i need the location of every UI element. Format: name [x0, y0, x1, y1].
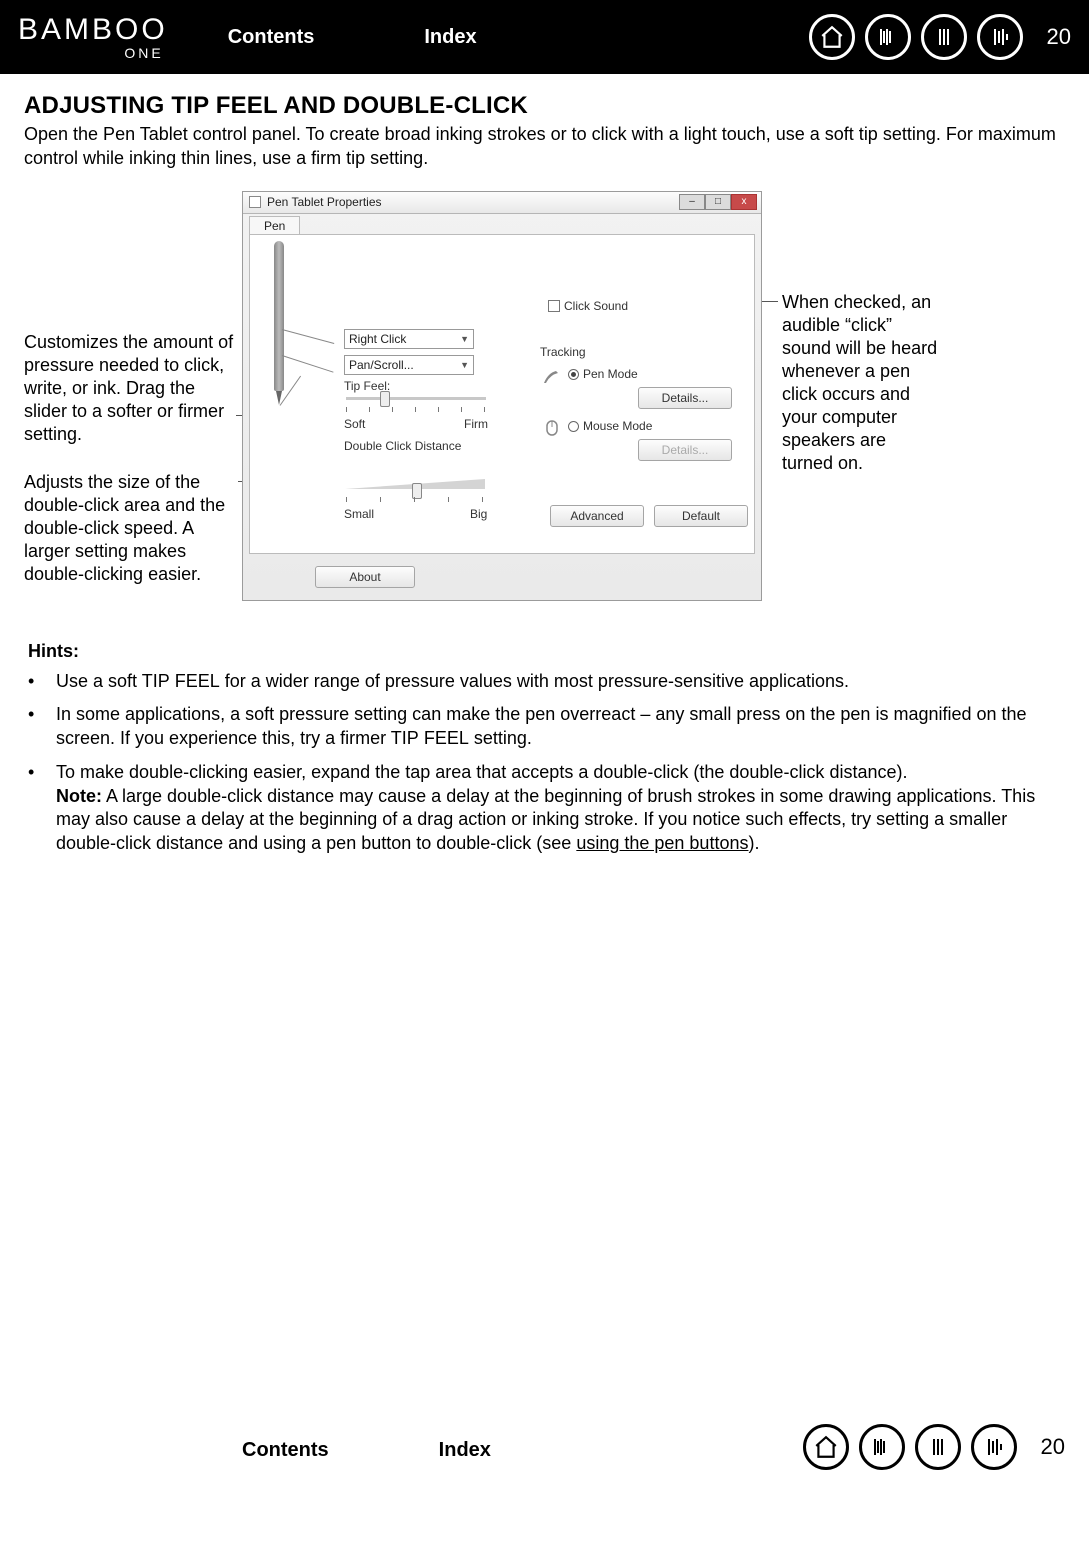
hints-title: Hints:: [28, 641, 1061, 662]
contents-link[interactable]: Contents: [228, 26, 315, 49]
callout-clicksound: When checked, an audible “click” sound w…: [782, 291, 942, 475]
tipfeel-soft: Soft: [344, 417, 365, 431]
logo: BAMBOO ONE: [18, 13, 168, 61]
minimize-button[interactable]: –: [679, 194, 705, 210]
dblclick-big: Big: [470, 507, 487, 521]
mouse-mode-radio[interactable]: [568, 421, 579, 432]
page-number-bottom: 20: [1041, 1434, 1065, 1460]
dblclick-ticks: [346, 497, 496, 503]
next-page-icon[interactable]: [977, 14, 1023, 60]
prev-page-icon[interactable]: [915, 1424, 961, 1470]
pen-mode-label: Pen Mode: [583, 367, 638, 381]
home-icon[interactable]: [803, 1424, 849, 1470]
footer-bar: Contents Index 20: [0, 1416, 1089, 1486]
app-icon: [249, 196, 261, 208]
nav-icons: 20: [809, 14, 1071, 60]
close-button[interactable]: x: [731, 194, 757, 210]
pen-mode-icon: [542, 369, 560, 383]
figure-area: Customizes the amount of pressure needed…: [24, 191, 1065, 631]
about-button[interactable]: About: [315, 566, 415, 588]
tracking-label: Tracking: [540, 345, 586, 359]
pen-image: [268, 241, 290, 411]
header-bar: BAMBOO ONE Contents Index 20: [0, 0, 1089, 74]
note-label: Note:: [56, 786, 102, 806]
advanced-button[interactable]: Advanced: [550, 505, 644, 527]
index-link[interactable]: Index: [424, 26, 476, 49]
dblclick-small: Small: [344, 507, 374, 521]
hint-2: • In some applications, a soft pressure …: [28, 703, 1061, 751]
tipfeel-ticks: [346, 407, 496, 413]
pen-details-button[interactable]: Details...: [638, 387, 732, 409]
logo-sub: ONE: [18, 45, 168, 61]
clicksound-label: Click Sound: [564, 299, 628, 313]
tipfeel-slider[interactable]: [346, 397, 486, 400]
mouse-mode-icon: [544, 419, 562, 433]
clicksound-checkbox-row[interactable]: Click Sound: [548, 299, 628, 313]
logo-main: BAMBOO: [18, 13, 168, 47]
clicksound-checkbox[interactable]: [548, 300, 560, 312]
combo-panscroll[interactable]: Pan/Scroll... ▼: [344, 355, 474, 375]
combo-rightclick-label: Right Click: [349, 332, 406, 346]
prev-section-icon[interactable]: [865, 14, 911, 60]
pen-mode-row[interactable]: Pen Mode: [568, 367, 638, 381]
page-number-top: 20: [1047, 24, 1071, 50]
mouse-mode-label: Mouse Mode: [583, 419, 652, 433]
tipfeel-firm: Firm: [464, 417, 488, 431]
callout-tipfeel: Customizes the amount of pressure needed…: [24, 331, 234, 446]
hint-3: • To make double-clicking easier, expand…: [28, 761, 1061, 856]
chevron-down-icon: ▼: [460, 334, 469, 344]
mouse-details-button: Details...: [638, 439, 732, 461]
using-pen-buttons-link[interactable]: using the pen buttons: [576, 833, 748, 853]
nav-icons-bottom: 20: [803, 1424, 1065, 1470]
hints-section: Hints: • Use a soft TIP FEEL for a wider…: [24, 641, 1065, 856]
dblclick-label: Double Click Distance: [344, 439, 461, 453]
index-link-bottom[interactable]: Index: [439, 1439, 491, 1462]
maximize-button[interactable]: □: [705, 194, 731, 210]
window-buttons: – □ x: [679, 194, 757, 210]
page-content: ADJUSTING TIP FEEL AND DOUBLE-CLICK Open…: [0, 74, 1089, 856]
tipfeel-thumb[interactable]: [380, 391, 390, 407]
default-button[interactable]: Default: [654, 505, 748, 527]
hint-1: • Use a soft TIP FEEL for a wider range …: [28, 670, 1061, 694]
intro-text: Open the Pen Tablet control panel. To cr…: [24, 122, 1065, 171]
page-title: ADJUSTING TIP FEEL AND DOUBLE-CLICK: [24, 92, 1065, 120]
titlebar: Pen Tablet Properties – □ x: [243, 192, 761, 214]
combo-panscroll-label: Pan/Scroll...: [349, 358, 414, 372]
screenshot-window: Pen Tablet Properties – □ x Pen Right Cl…: [242, 191, 762, 601]
chevron-down-icon: ▼: [460, 360, 469, 370]
next-page-icon[interactable]: [971, 1424, 1017, 1470]
window-title: Pen Tablet Properties: [267, 195, 382, 209]
home-icon[interactable]: [809, 14, 855, 60]
callout-dblclick: Adjusts the size of the double-click are…: [24, 471, 236, 586]
mouse-mode-row[interactable]: Mouse Mode: [568, 419, 652, 433]
pen-mode-radio[interactable]: [568, 369, 579, 380]
panel: Right Click▼ Pan/Scroll...▼ Tip Feel: So…: [249, 234, 755, 554]
contents-link-bottom[interactable]: Contents: [242, 1439, 329, 1462]
prev-section-icon[interactable]: [859, 1424, 905, 1470]
combo-rightclick[interactable]: Right Click ▼: [344, 329, 474, 349]
tab-pen[interactable]: Pen: [249, 216, 300, 235]
prev-page-icon[interactable]: [921, 14, 967, 60]
